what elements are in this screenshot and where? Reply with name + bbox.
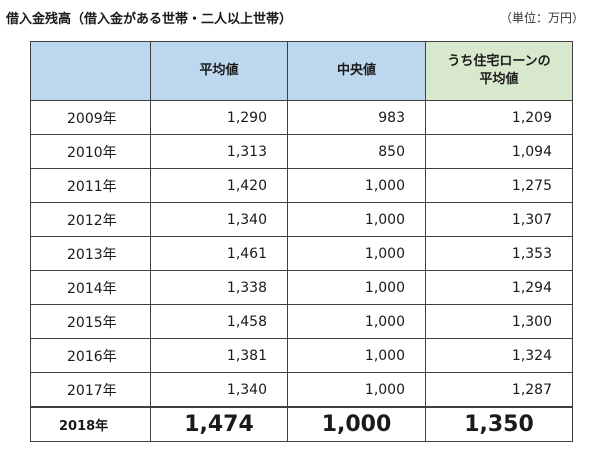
average-cell: 1,313 <box>150 134 288 169</box>
table-header-bar: 借入金残高（借入金がある世帯・二人以上世帯） （単位：万円） <box>6 8 592 30</box>
table-row: 2010年 1,313 850 1,094 <box>30 134 573 169</box>
average-cell: 1,340 <box>150 202 288 237</box>
header-home-loan-line1: うち住宅ローンの <box>447 54 551 69</box>
year-cell: 2015年 <box>30 304 151 339</box>
average-cell: 1,338 <box>150 270 288 305</box>
table-row: 2016年 1,381 1,000 1,324 <box>30 338 573 373</box>
home-loan-cell: 1,353 <box>425 236 573 271</box>
median-cell: 1,000 <box>287 168 426 203</box>
header-year-cell <box>30 41 151 101</box>
median-cell: 1,000 <box>287 236 426 271</box>
average-cell: 1,458 <box>150 304 288 339</box>
header-median: 中央値 <box>287 41 426 101</box>
unit-note: （単位：万円） <box>499 11 584 25</box>
table-row: 2013年 1,461 1,000 1,353 <box>30 236 573 271</box>
average-cell: 1,420 <box>150 168 288 203</box>
average-cell: 1,340 <box>150 372 288 408</box>
year-cell: 2012年 <box>30 202 151 237</box>
home-loan-cell: 1,275 <box>425 168 573 203</box>
table-row-latest: 2018年 1,474 1,000 1,350 <box>30 406 573 442</box>
median-cell: 1,000 <box>287 202 426 237</box>
table-title: 借入金残高（借入金がある世帯・二人以上世帯） <box>6 12 293 27</box>
average-cell: 1,290 <box>150 100 288 135</box>
home-loan-cell: 1,324 <box>425 338 573 373</box>
table-row: 2012年 1,340 1,000 1,307 <box>30 202 573 237</box>
year-cell: 2011年 <box>30 168 151 203</box>
median-cell: 1,000 <box>287 270 426 305</box>
median-cell: 1,000 <box>287 372 426 408</box>
year-cell: 2014年 <box>30 270 151 305</box>
header-home-loan-average: うち住宅ローンの 平均値 <box>425 41 573 101</box>
median-cell: 1,000 <box>287 338 426 373</box>
average-cell: 1,461 <box>150 236 288 271</box>
home-loan-cell: 1,287 <box>425 372 573 408</box>
table-header-row: 平均値 中央値 うち住宅ローンの 平均値 <box>30 41 573 101</box>
year-cell: 2017年 <box>30 372 151 408</box>
home-loan-cell: 1,094 <box>425 134 573 169</box>
year-cell: 2009年 <box>30 100 151 135</box>
year-cell: 2016年 <box>30 338 151 373</box>
loan-balance-table: 平均値 中央値 うち住宅ローンの 平均値 2009年 1,290 983 1,2… <box>30 41 573 442</box>
year-cell: 2013年 <box>30 236 151 271</box>
table-row: 2011年 1,420 1,000 1,275 <box>30 168 573 203</box>
median-cell: 1,000 <box>287 304 426 339</box>
home-loan-cell: 1,300 <box>425 304 573 339</box>
home-loan-cell: 1,294 <box>425 270 573 305</box>
median-cell: 1,000 <box>287 406 426 442</box>
average-cell: 1,381 <box>150 338 288 373</box>
median-cell: 850 <box>287 134 426 169</box>
header-average: 平均値 <box>150 41 288 101</box>
table-row: 2009年 1,290 983 1,209 <box>30 100 573 135</box>
home-loan-cell: 1,350 <box>425 406 573 442</box>
table-row: 2017年 1,340 1,000 1,287 <box>30 372 573 408</box>
header-home-loan-line2: 平均値 <box>479 72 519 87</box>
home-loan-cell: 1,307 <box>425 202 573 237</box>
year-cell: 2010年 <box>30 134 151 169</box>
average-cell: 1,474 <box>150 406 288 442</box>
table-row: 2014年 1,338 1,000 1,294 <box>30 270 573 305</box>
home-loan-cell: 1,209 <box>425 100 573 135</box>
median-cell: 983 <box>287 100 426 135</box>
table-row: 2015年 1,458 1,000 1,300 <box>30 304 573 339</box>
year-cell: 2018年 <box>30 406 151 442</box>
